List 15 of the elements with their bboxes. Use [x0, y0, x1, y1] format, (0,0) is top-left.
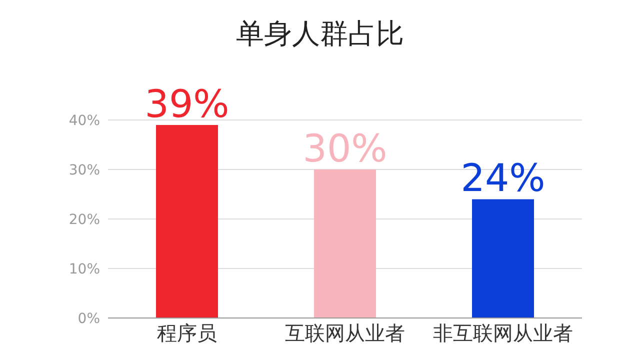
- x-tick-label: 程序员: [157, 321, 217, 346]
- y-tick-label: 0%: [78, 310, 100, 327]
- bar: [472, 199, 534, 318]
- y-tick-label: 10%: [68, 261, 100, 278]
- data-label: 30%: [302, 126, 388, 170]
- y-tick-label: 30%: [68, 162, 100, 178]
- x-tick-label: 互联网从业者: [285, 321, 405, 346]
- data-label: 24%: [460, 156, 546, 200]
- bar: [156, 124, 218, 318]
- bar: [314, 170, 376, 318]
- chart-title: 单身人群占比: [235, 16, 405, 52]
- data-label: 39%: [144, 82, 230, 126]
- x-tick-label: 非互联网从业者: [433, 321, 573, 346]
- y-tick-label: 40%: [68, 112, 100, 129]
- y-tick-label: 20%: [68, 212, 100, 228]
